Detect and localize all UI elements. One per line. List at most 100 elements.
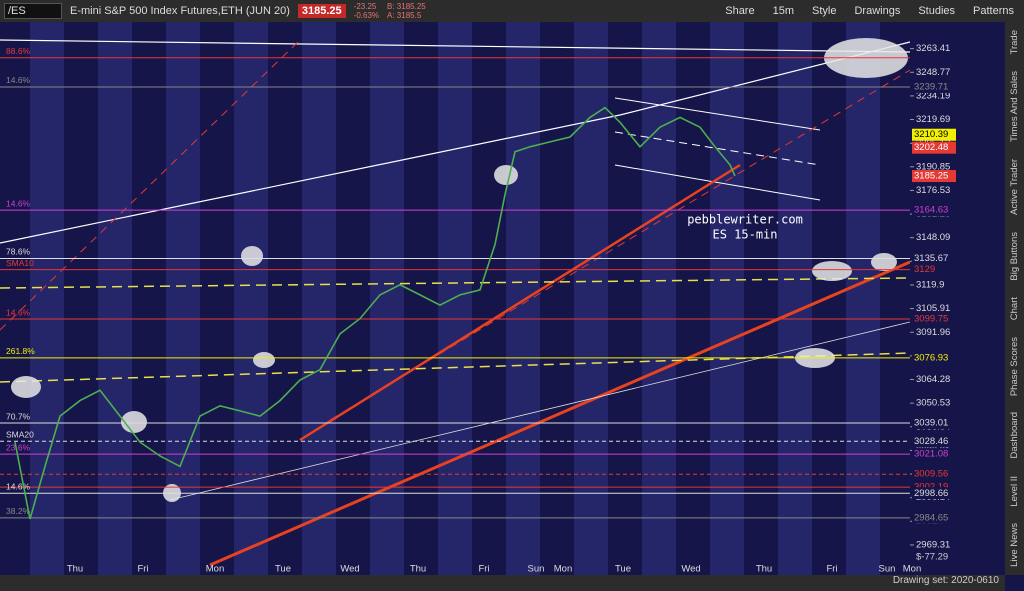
sidebar-tab[interactable]: Chart [1009,296,1020,321]
toolbar-button[interactable]: Share [725,5,755,17]
trendline [0,277,911,289]
toolbar-button[interactable]: Patterns [973,5,1014,17]
price-label-bg [912,263,962,276]
session-stripe [98,22,132,575]
sidebar-tab[interactable]: Times And Sales [1009,71,1020,143]
y-tick-label: 3105.91 [916,303,950,314]
y-tick-label: 3148.09 [916,232,950,243]
level-label: SMA20 [6,430,34,440]
price-label-bg [912,511,962,524]
price-label-bg [912,351,962,364]
x-tick-label: Wed [681,564,700,575]
price-label-bg [912,80,962,93]
x-tick-label: Sun [879,564,896,575]
x-tick-label: Mon [903,564,921,575]
toolbar-button[interactable]: 15m [772,5,794,17]
price-tag [912,128,956,141]
level-label: 38.2% [6,506,31,516]
session-stripe [574,22,608,575]
watermark: ES 15-min [712,228,777,242]
level-label: 14.6% [6,482,31,492]
price-tag-label: 3210.39 [914,129,948,140]
level-label: 78.6% [6,247,31,257]
x-tick-label: Thu [756,564,772,575]
highlight [812,261,852,281]
watermark: pebblewriter.com [687,213,803,227]
x-tick-label: Thu [67,564,83,575]
price-label: 3135.67 [914,253,948,264]
channel-line [614,97,821,131]
price-label: 2998.66 [914,488,948,499]
last-price: 3185.25 [297,4,346,18]
y-tick-label: 3050.53 [916,398,950,409]
price-label-bg [912,487,962,500]
session-stripe [30,22,64,575]
sidebar-tab[interactable]: Big Buttons [1009,231,1020,281]
price-label: 3239.71 [914,81,948,92]
x-tick-label: Sun [528,564,545,575]
price-label-bg [912,252,962,265]
session-stripe [778,22,812,575]
session-stripe [234,22,268,575]
channel-line [614,131,821,166]
sidebar-tab[interactable]: Dashboard [1009,412,1020,459]
y-tick-label: 3248.77 [916,67,950,78]
price-label: 3021.08 [914,449,948,460]
toolbar-buttons: Share 15m Style Drawings Studies Patterns [725,5,1014,17]
sidebar-tab[interactable]: Active Trader [1009,158,1020,215]
y-tick-label: 3219.69 [916,114,950,125]
quote-block: B: 3185.25 A: 3185.5 [387,2,426,20]
level-label: 23.6% [6,442,31,452]
change-block: -23.25 -0.63% [354,2,379,20]
price-label-bg [912,448,962,461]
trendline [209,260,911,567]
price-label: 3099.75 [914,314,948,325]
price-tag-label: 3185.25 [914,171,948,182]
sidebar-tab[interactable]: Level II [1009,475,1020,507]
x-tick-label: Mon [206,564,224,575]
y-tick-label: 3190.85 [916,161,950,172]
highlight [121,411,147,433]
level-label: 14.6% [6,75,31,85]
price-label-bg [912,468,962,481]
toolbar-button[interactable]: Drawings [854,5,901,17]
price-tag [912,170,956,183]
session-stripe [846,22,880,575]
session-stripe [438,22,472,575]
description: E-mini S&P 500 Index Futures,ETH (JUN 20… [70,5,290,17]
channel-line [614,164,821,201]
x-tick-label: Wed [340,564,359,575]
x-tick-label: Thu [410,564,426,575]
price-label-bg [912,435,962,448]
session-stripe [506,22,540,575]
y-tick-label: 3091.96 [916,327,950,338]
trendline [0,114,621,244]
sidebar: Trade Times And Sales Active Trader Big But… [1005,22,1024,575]
level-label: SMA10 [6,258,34,268]
price-line [14,106,736,520]
x-tick-label: Fri [478,564,489,575]
y-tick-label: 3119.9 [916,279,944,290]
x-tick-label: Tue [275,564,291,575]
drawing-set: Drawing set: 2020-0610 [892,575,999,586]
price-label-bg [912,204,962,217]
bid: B: 3185.25 [387,2,426,11]
x-tick-label: Tue [615,564,631,575]
highlight [253,352,275,368]
y-tick-label: 3064.28 [916,374,950,385]
level-label: 88.6% [6,46,31,56]
y-tick-label: 3263.41 [916,43,950,54]
sidebar-tab[interactable]: Phase Scores [1009,336,1020,396]
symbol[interactable]: /ES [4,3,62,19]
levels: 88.6% 14.6% 3239.71 14.6% 3164.63 78.6% 3135.6… [0,46,962,524]
sidebar-tab[interactable]: Live News [1009,522,1020,567]
trendline [169,321,911,501]
price-tag [912,141,956,154]
toolbar-button[interactable]: Style [812,5,837,17]
toolbar-button[interactable]: Studies [918,5,956,17]
level-label: 14.6% [6,198,31,208]
sidebar-tab[interactable]: Trade [1009,30,1020,55]
price-label: 2984.65 [914,512,948,523]
chart: pebblewriter.com ES 15-min $-77.29 3263.… [0,22,962,575]
x-tick-label: Mon [554,564,572,575]
